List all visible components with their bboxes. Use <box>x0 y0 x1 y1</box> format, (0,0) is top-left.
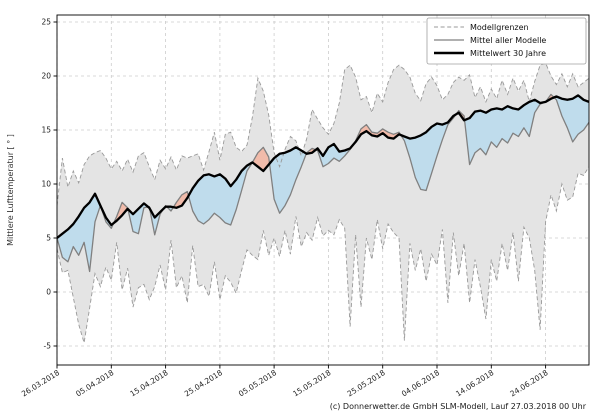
legend-item-model-range: Modellgrenzen <box>434 23 529 32</box>
legend-item-model-mean: Mittel aller Modelle <box>434 36 546 45</box>
x-tick-label: 25.05.2018 <box>346 368 387 399</box>
y-tick-label: 20 <box>41 72 51 81</box>
x-tick-label: 05.04.2018 <box>74 368 115 399</box>
legend-label-model-mean: Mittel aller Modelle <box>470 36 546 45</box>
x-tick-label: 24.06.2018 <box>508 368 549 399</box>
x-tick-label: 05.05.2018 <box>237 368 278 399</box>
climate-mean-line <box>57 94 589 239</box>
x-tick-label: 15.05.2018 <box>291 368 332 399</box>
x-tick-label: 26.03.2018 <box>20 368 61 399</box>
x-tick-label: 04.06.2018 <box>400 368 441 399</box>
x-tick-label: 14.06.2018 <box>454 368 495 399</box>
legend-item-climate-mean: Mittelwert 30 Jahre <box>434 49 546 58</box>
legend-label-model-range: Modellgrenzen <box>470 23 529 32</box>
legend-label-climate-mean: Mittelwert 30 Jahre <box>470 49 546 58</box>
x-tick-label: 25.04.2018 <box>183 368 224 399</box>
y-tick-label: 5 <box>46 234 51 243</box>
y-tick-label: 10 <box>41 180 51 189</box>
x-tick-label: 15.04.2018 <box>128 368 169 399</box>
y-tick-label: 0 <box>46 288 51 297</box>
y-tick-label: 25 <box>41 18 51 27</box>
copyright-text: (c) Donnerwetter.de GmbH SLM-Modell, Lau… <box>330 402 587 411</box>
x-axis-ticks: 26.03.2018 05.04.2018 15.04.2018 25.04.2018… <box>20 365 550 398</box>
legend-box <box>426 17 587 65</box>
y-axis-title: Mittlere Lufttemperatur [ ° ] <box>6 134 15 246</box>
y-tick-label: -5 <box>44 342 52 351</box>
y-axis-ticks: -5 0 5 10 15 20 25 <box>41 18 57 351</box>
plot-frame <box>56 14 590 366</box>
y-tick-label: 15 <box>41 126 51 135</box>
model-range-upper-bound <box>57 62 589 206</box>
legend: Modellgrenzen Mittel aller Modelle Mitte… <box>426 17 587 65</box>
model-mean-line <box>57 93 589 273</box>
